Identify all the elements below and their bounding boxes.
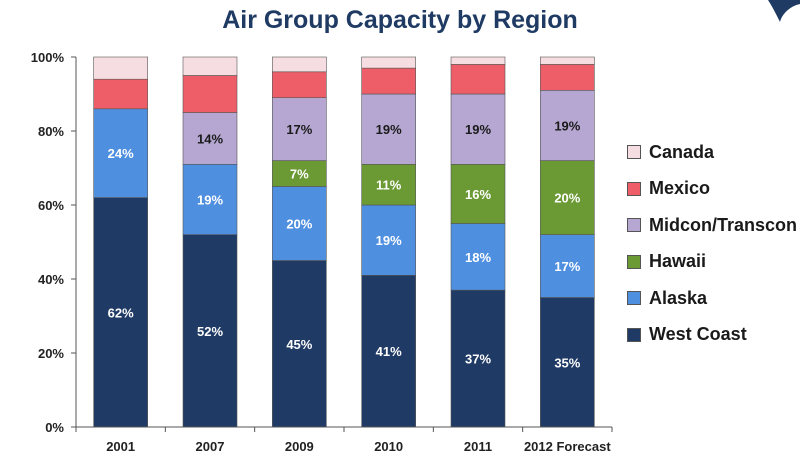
data-label: 35%: [554, 355, 580, 370]
bar-segment-alaska: [450, 223, 506, 291]
bar-segment-midcon-transcon: [272, 97, 327, 161]
bar-segment-mexico: [361, 67, 416, 95]
data-label: 41%: [376, 344, 402, 359]
bar-segment-hawaii: [540, 160, 595, 235]
data-label: 19%: [376, 122, 402, 137]
chart-legend: Canada Mexico Midcon/Transcon Hawaii Alaska W…: [627, 134, 797, 353]
data-label: 18%: [465, 250, 491, 265]
bar-segment-alaska: [182, 164, 238, 235]
bar-segment-canada: [361, 56, 416, 69]
legend-swatch: [627, 181, 641, 196]
bar-segment-canada: [182, 56, 238, 76]
data-label: 20%: [554, 191, 580, 206]
legend-label: Alaska: [649, 287, 708, 308]
legend-swatch: [627, 327, 641, 342]
x-tick-label: 2007: [196, 439, 225, 454]
legend-item: Midcon/Transcon: [627, 207, 797, 244]
legend-swatch: [627, 254, 641, 269]
y-tick-label: 20%: [38, 346, 64, 361]
data-label: 24%: [108, 146, 134, 161]
data-label: 45%: [286, 337, 312, 352]
bar-segment-canada: [93, 56, 148, 80]
data-label: 19%: [376, 233, 402, 248]
bar-segment-west-coast: [450, 289, 506, 428]
data-label: 20%: [286, 217, 312, 232]
y-tick-label: 60%: [38, 198, 64, 213]
legend-swatch: [627, 145, 641, 160]
data-label: 19%: [465, 122, 491, 137]
data-label: 14%: [197, 131, 223, 146]
data-label: 7%: [290, 167, 309, 182]
bar-segment-alaska: [93, 108, 148, 198]
data-label: 62%: [108, 305, 134, 320]
data-label: 17%: [286, 122, 312, 137]
x-tick-label: 2009: [285, 439, 314, 454]
bar-segment-mexico: [93, 78, 148, 110]
data-label: 37%: [465, 352, 491, 367]
x-tick-label: 2010: [374, 439, 403, 454]
chart-title: Air Group Capacity by Region: [222, 6, 578, 34]
data-label: 52%: [197, 324, 223, 339]
bar-segment-mexico: [182, 75, 238, 113]
bar-segment-alaska: [272, 186, 327, 261]
x-tick-label: 2011: [464, 439, 492, 454]
decorative-swoosh: [768, 0, 800, 22]
legend-item: Canada: [627, 134, 797, 171]
data-label: 16%: [465, 187, 491, 202]
legend-item: Mexico: [627, 171, 797, 208]
bar-segment-hawaii: [272, 160, 327, 187]
bar-segment-canada: [272, 56, 327, 73]
legend-swatch: [627, 218, 641, 233]
bar-segment-midcon-transcon: [182, 112, 238, 165]
bar-segment-midcon-transcon: [450, 93, 506, 165]
legend-label: West Coast: [649, 324, 747, 345]
bar-segment-midcon-transcon: [540, 90, 595, 161]
data-label: 17%: [554, 259, 580, 274]
bar-segment-alaska: [540, 234, 595, 298]
y-tick-label: 80%: [38, 124, 64, 139]
data-label: 19%: [197, 192, 223, 207]
bar-segment-mexico: [272, 71, 327, 99]
bar-segment-canada: [540, 56, 595, 65]
legend-label: Hawaii: [649, 251, 707, 272]
legend-label: Canada: [649, 141, 715, 162]
legend-label: Mexico: [649, 178, 711, 199]
bar-segment-midcon-transcon: [361, 93, 416, 165]
x-tick-label: 2012 Forecast: [524, 439, 611, 454]
legend-label: Midcon/Transcon: [649, 214, 798, 235]
bar-segment-canada: [450, 56, 506, 65]
legend-swatch: [627, 291, 641, 306]
y-tick-label: 40%: [38, 272, 64, 287]
y-tick-label: 100%: [31, 50, 65, 65]
legend-item: Hawaii: [627, 244, 797, 281]
bar-segment-west-coast: [93, 197, 148, 428]
legend-item: West Coast: [627, 317, 797, 354]
bar-segment-mexico: [450, 64, 506, 95]
data-label: 11%: [376, 178, 402, 193]
bar-segment-hawaii: [450, 164, 506, 224]
bar-segment-west-coast: [361, 274, 416, 428]
bar-segment-west-coast: [182, 234, 238, 428]
legend-item: Alaska: [627, 280, 797, 317]
bar-segment-alaska: [361, 204, 416, 276]
x-tick-label: 2001: [106, 439, 135, 454]
bar-segment-mexico: [540, 64, 595, 91]
y-tick-label: 0%: [45, 420, 64, 435]
data-label: 19%: [554, 118, 580, 133]
